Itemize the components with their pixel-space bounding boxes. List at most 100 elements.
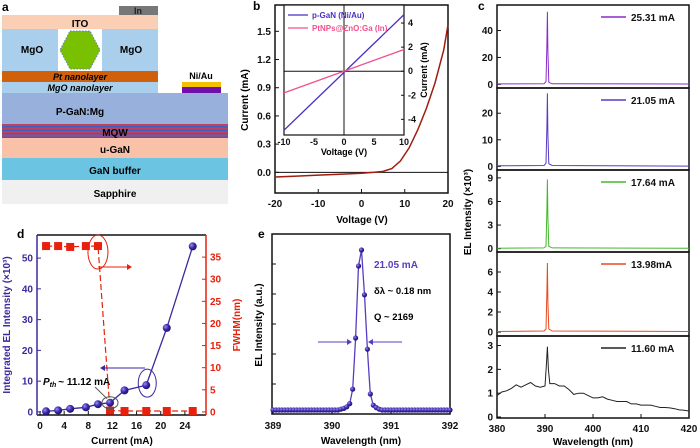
panel-d-ytick-label-right: 20 (210, 319, 222, 330)
panel-b-xtick-label: 0 (359, 199, 365, 210)
inset-xtick-label: 0 (341, 137, 346, 147)
threshold-symbol: P (43, 377, 50, 388)
panel-d-fwhm-line (46, 245, 193, 412)
panel-c-ytick-label: 0 (487, 328, 493, 339)
panel-d-ytick-label-left: 50 (22, 254, 34, 265)
panel-e-ylabel: EL Intensity (a.u.) (254, 283, 265, 366)
panel-c-ytick-label: 9 (487, 173, 493, 184)
inset-ylabel: Current (mA) (419, 42, 429, 98)
u-gan-layer (2, 138, 228, 158)
panel-b-xtick-label: -20 (268, 199, 283, 210)
panel-d-xtick-label: 0 (37, 421, 43, 432)
panel-b-xtick-label: 20 (442, 199, 454, 210)
p-gan-label: P-GaN:Mg (56, 107, 104, 118)
panel-b-ylabel: Current (mA) (240, 69, 251, 131)
panel-e-data-marker (358, 247, 365, 253)
panel-c-ytick-label: 0 (487, 244, 493, 255)
panel-c-ytick-label: 20 (482, 109, 494, 120)
panel-d-intensity-marker (188, 242, 197, 251)
mqw-layer (2, 124, 228, 138)
inset-ytick-label: -2 (408, 90, 416, 100)
inset-xtick-label: -10 (277, 137, 290, 147)
panel-e-xtick-label: 390 (324, 421, 341, 432)
panel-e-data-marker (447, 407, 453, 413)
panel-d-fwhm-marker (162, 407, 171, 416)
panel-d-fwhm-marker (66, 242, 75, 251)
panel-d-fwhm-marker (93, 242, 102, 251)
in-electrode (119, 6, 158, 15)
panel-b-xlabel: Voltage (V) (336, 215, 387, 226)
inset-series-line (283, 14, 405, 131)
panel-d-xtick-label: 4 (61, 421, 67, 432)
panel-d-xtick-label: 12 (107, 421, 119, 432)
panel-b-xtick-label: 10 (399, 199, 411, 210)
panel-e-xtick-label: 391 (383, 421, 400, 432)
panel-d-ytick-label-left: 10 (22, 377, 34, 388)
threshold-value: ~ 11.12 mA (58, 377, 110, 388)
panel-d-ylabel-right: FWHM(nm) (232, 299, 243, 352)
inset-ytick-label: 2 (408, 42, 413, 52)
panel-label-d: d (17, 227, 24, 241)
panel-e-data-marker (347, 401, 353, 407)
panel-e-data-marker (367, 391, 373, 397)
panel-a-device-diagram: a In ITO MgO MgO Pt nanolayer MgO nanola… (2, 0, 228, 204)
panel-b-xtick-label: -10 (311, 199, 326, 210)
panel-e-spectrum-line (273, 249, 450, 411)
pt-nanoparticle-hexagon (59, 30, 101, 70)
in-label: In (134, 6, 142, 16)
panel-b-ytick-label: 1.5 (257, 27, 271, 38)
panel-d-fwhm-marker (106, 406, 115, 415)
fwhm-highlight-ellipse (87, 234, 109, 270)
inset-legend-label: PtNPs@ZnO:Ga (In) (312, 24, 388, 33)
panel-c-legend-label: 25.31 mA (631, 13, 675, 24)
panel-c-ytick-label: 40 (482, 26, 494, 37)
panel-c-ytick-label: 0 (487, 80, 493, 91)
panel-d-xlabel: Current (mA) (91, 436, 153, 447)
inset-legend-label: p-GaN (Ni/Au) (312, 11, 365, 20)
panel-d-ytick-label-left: 40 (22, 284, 34, 295)
intensity-highlight-ellipse (137, 368, 157, 398)
panel-d-xtick-label: 16 (131, 421, 143, 432)
panel-d-intensity-line (46, 246, 194, 412)
panel-c-legend-label: 17.64 mA (631, 178, 675, 189)
panel-d-ytick-label-right: 5 (210, 385, 216, 396)
au-contact (182, 82, 221, 87)
gan-buffer-layer (2, 158, 228, 180)
fwhm-arrow-head (127, 264, 132, 270)
mqw-label: MQW (102, 128, 128, 139)
panel-c-ytick-label: 1 (487, 389, 493, 400)
plots: -20 -10 0 10 200.00.30.60.91.21.5-10 -5 0 5 10-4… (22, 4, 698, 435)
panel-b-ytick-label: 0.9 (257, 83, 271, 94)
panel-c-legend-label: 11.60 mA (631, 344, 674, 355)
mgo-left-label: MgO (21, 45, 43, 56)
inset-ytick-label: 4 (408, 18, 413, 28)
panel-d-intensity-marker (42, 407, 51, 416)
gan-buffer-label: GaN buffer (89, 166, 141, 177)
panel-c-spectrum (496, 93, 690, 167)
panel-c-spectrum (496, 262, 690, 332)
panel-d-ytick-label-left: 0 (27, 407, 33, 418)
pt-nanolayer-label: Pt nanolayer (53, 72, 108, 82)
panel-b-ytick-label: 1.2 (257, 55, 271, 66)
panel-e-data-marker (353, 335, 359, 341)
panel-d-intensity-marker (93, 400, 102, 409)
panel-b-ytick-label: 0.6 (257, 111, 271, 122)
inset-xtick-label: -5 (310, 137, 318, 147)
sapphire-layer (2, 180, 228, 204)
inset-xtick-label: 5 (371, 137, 376, 147)
p-gan-layer (2, 93, 228, 124)
panel-d-xtick-label: 20 (155, 421, 167, 432)
mgo-nanolayer-label: MgO nanolayer (47, 83, 113, 93)
panel-c-spectrum (496, 179, 690, 249)
threshold-subscript: th (50, 382, 57, 389)
panel-label-e: e (258, 227, 265, 241)
panel-d-fwhm-marker (42, 242, 51, 251)
panel-e-axes-frame (271, 233, 451, 415)
inset-ytick-label: 0 (408, 66, 413, 76)
inset-series-line (283, 48, 405, 94)
panel-e-linewidth-label: δλ ~ 0.18 nm (374, 286, 431, 297)
panel-d-intensity-marker (81, 403, 90, 412)
panel-d-ytick-label-right: 15 (210, 341, 222, 352)
panel-d-fwhm-marker (120, 407, 129, 416)
